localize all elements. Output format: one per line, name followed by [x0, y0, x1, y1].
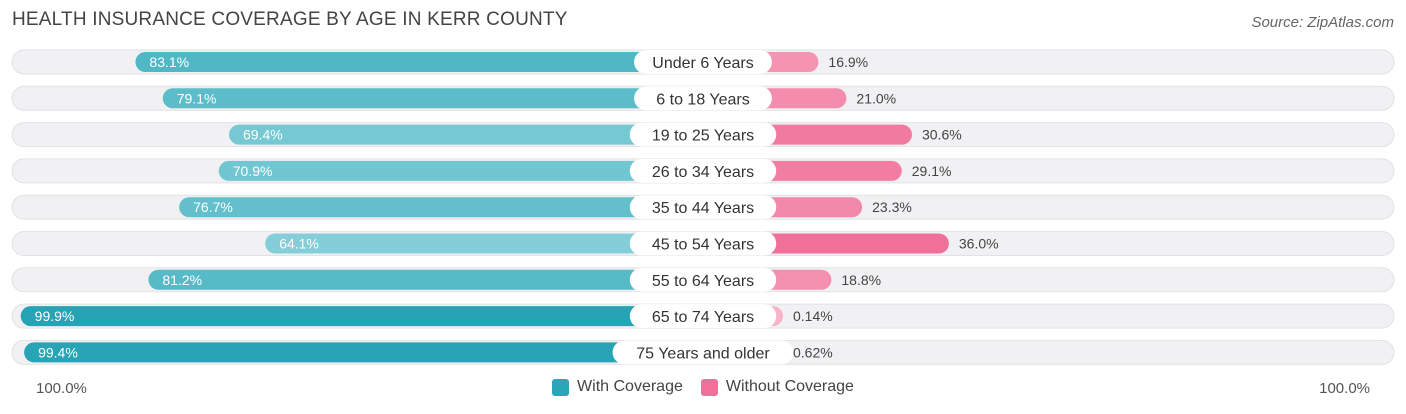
category-pill — [629, 304, 777, 329]
category-pill — [629, 122, 777, 147]
category-label: 26 to 34 Years — [652, 164, 754, 181]
bar-with-coverage — [265, 233, 703, 254]
category-label: 65 to 74 Years — [652, 309, 754, 326]
value-label-without-coverage: 0.14% — [793, 308, 833, 324]
source-label: Source: ZipAtlas.com — [1251, 14, 1394, 31]
legend-swatch-without-coverage — [700, 378, 718, 396]
legend-item-without-coverage: Without Coverage — [700, 378, 854, 396]
value-label-with-coverage: 83.1% — [149, 54, 189, 70]
value-label-with-coverage: 99.4% — [38, 344, 78, 360]
bar-with-coverage — [24, 342, 703, 363]
value-label-without-coverage: 36.0% — [959, 236, 999, 252]
bar-with-coverage — [162, 88, 703, 109]
axis-right-label: 100.0% — [1319, 380, 1370, 397]
value-label-with-coverage: 70.9% — [233, 163, 273, 179]
value-label-without-coverage: 16.9% — [828, 54, 868, 70]
category-pill — [629, 195, 777, 220]
category-pill — [629, 267, 777, 292]
value-label-with-coverage: 99.9% — [35, 308, 75, 324]
category-label: 35 to 44 Years — [652, 200, 754, 217]
axis-left-label: 100.0% — [36, 380, 87, 397]
bar-with-coverage — [20, 306, 704, 327]
category-pill — [634, 50, 772, 74]
value-label-without-coverage: 23.3% — [872, 199, 912, 215]
value-label-without-coverage: 0.62% — [793, 344, 833, 360]
category-label: 55 to 64 Years — [652, 273, 754, 290]
legend: With Coverage Without Coverage — [0, 378, 1406, 396]
bar-with-coverage — [218, 160, 704, 181]
value-label-with-coverage: 69.4% — [243, 127, 283, 143]
category-label: Under 6 Years — [652, 55, 753, 72]
bar-with-coverage — [228, 124, 704, 145]
category-label: 19 to 25 Years — [652, 128, 754, 145]
category-label: 45 to 54 Years — [652, 237, 754, 254]
value-label-with-coverage: 64.1% — [279, 236, 319, 252]
bar-with-coverage — [179, 197, 703, 218]
value-label-without-coverage: 18.8% — [841, 272, 881, 288]
category-pill — [612, 340, 794, 365]
category-pill — [629, 231, 777, 256]
value-label-with-coverage: 81.2% — [162, 272, 202, 288]
category-label: 6 to 18 Years — [656, 91, 749, 108]
value-label-without-coverage: 21.0% — [856, 90, 896, 106]
value-label-without-coverage: 29.1% — [912, 163, 952, 179]
legend-label-without-coverage: Without Coverage — [725, 378, 854, 395]
legend-swatch-with-coverage — [552, 378, 570, 396]
value-label-with-coverage: 76.7% — [193, 199, 233, 215]
chart-title: HEALTH INSURANCE COVERAGE BY AGE IN KERR… — [12, 9, 568, 30]
category-pill — [629, 158, 777, 183]
legend-label-with-coverage: With Coverage — [577, 378, 683, 395]
bar-with-coverage — [148, 269, 704, 290]
value-label-with-coverage: 79.1% — [177, 90, 217, 106]
value-label-without-coverage: 30.6% — [922, 127, 962, 143]
legend-item-with-coverage: With Coverage — [552, 378, 683, 396]
bar-with-coverage — [135, 52, 703, 72]
category-label: 75 Years and older — [636, 345, 770, 362]
category-pill — [634, 86, 772, 111]
